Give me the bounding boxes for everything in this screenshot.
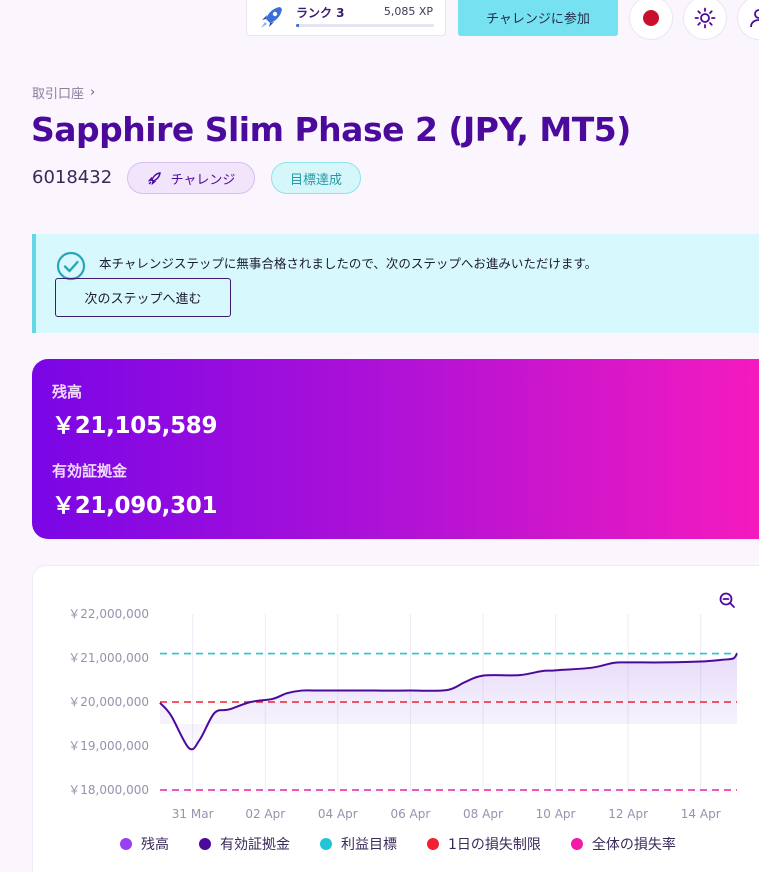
x-tick-label: 02 Apr [245,807,285,821]
chart-legend: 残高 有効証拠金 利益目標 1日の損失制限 全体の損失率 [120,834,706,854]
legend-label: 1日の損失制限 [448,837,541,853]
equity-line [159,652,738,751]
challenge-badge-label: チャレンジ [170,172,236,188]
check-circle-icon [56,251,86,281]
balance-card: 残高 ￥21,105,589 有効証拠金 ￥21,090,301 [32,359,759,539]
zoom-out-icon[interactable] [717,590,737,610]
rank-card[interactable]: ランク 3 5,085 XP [246,0,446,36]
legend-dot [199,838,211,850]
legend-label: 残高 [141,837,169,853]
join-challenge-button[interactable]: チャレンジに参加 [458,0,618,36]
y-tick-label: ￥22,000,000 [68,607,149,621]
x-tick-label: 14 Apr [681,807,721,821]
y-tick-label: ￥20,000,000 [68,695,149,709]
sun-icon [694,7,716,29]
x-tick-label: 06 Apr [390,807,430,821]
account-id: 6018432 [32,167,113,188]
y-tick-label: ￥21,000,000 [68,651,149,665]
legend-item[interactable]: 1日の損失制限 [427,834,541,854]
user-icon [750,9,759,28]
x-tick-label: 10 Apr [536,807,576,821]
language-button[interactable] [629,0,673,40]
legend-label: 有効証拠金 [220,837,290,853]
next-step-button[interactable]: 次のステップへ進む [55,278,231,317]
xp-progress-fill [296,24,299,27]
y-tick-label: ￥19,000,000 [68,739,149,753]
legend-dot [120,838,132,850]
theme-toggle-button[interactable] [683,0,727,40]
legend-dot [427,838,439,850]
page-title: Sapphire Slim Phase 2 (JPY, MT5) [31,110,631,149]
breadcrumb[interactable]: 取引口座 › [32,83,95,102]
chevron-right-icon: › [90,85,96,100]
goal-achieved-badge: 目標達成 [271,162,361,194]
legend-label: 利益目標 [341,837,397,853]
alert-message: 本チャレンジステップに無事合格されましたので、次のステップへお進みいただけます。 [99,256,598,271]
x-tick-label: 31 Mar [172,807,214,821]
equity-value: ￥21,090,301 [52,493,218,519]
challenge-badge: チャレンジ [127,162,255,194]
x-tick-label: 08 Apr [463,807,503,821]
rocket-outline-icon [147,172,161,186]
y-tick-label: ￥18,000,000 [68,783,149,797]
balance-label: 残高 [52,383,83,401]
rank-label: ランク 3 [296,6,345,20]
legend-item[interactable]: 残高 [120,834,169,854]
legend-item[interactable]: 全体の損失率 [570,834,676,854]
balance-value: ￥21,105,589 [52,413,218,439]
legend-dot [320,838,332,850]
legend-dot [570,838,583,850]
x-tick-label: 12 Apr [608,807,648,821]
rocket-icon [261,7,282,28]
x-tick-label: 04 Apr [318,807,358,821]
success-alert: 本チャレンジステップに無事合格されましたので、次のステップへお進みいただけます。… [32,234,759,333]
breadcrumb-trading-accounts[interactable]: 取引口座 [32,87,85,102]
legend-label: 全体の損失率 [591,837,676,853]
equity-label: 有効証拠金 [52,462,128,480]
legend-item[interactable]: 有効証拠金 [199,834,290,854]
xp-progress-bar [296,24,434,27]
rank-xp: 5,085 XP [383,5,433,18]
legend-item[interactable]: 利益目標 [320,834,397,854]
japan-flag-icon [643,10,659,26]
